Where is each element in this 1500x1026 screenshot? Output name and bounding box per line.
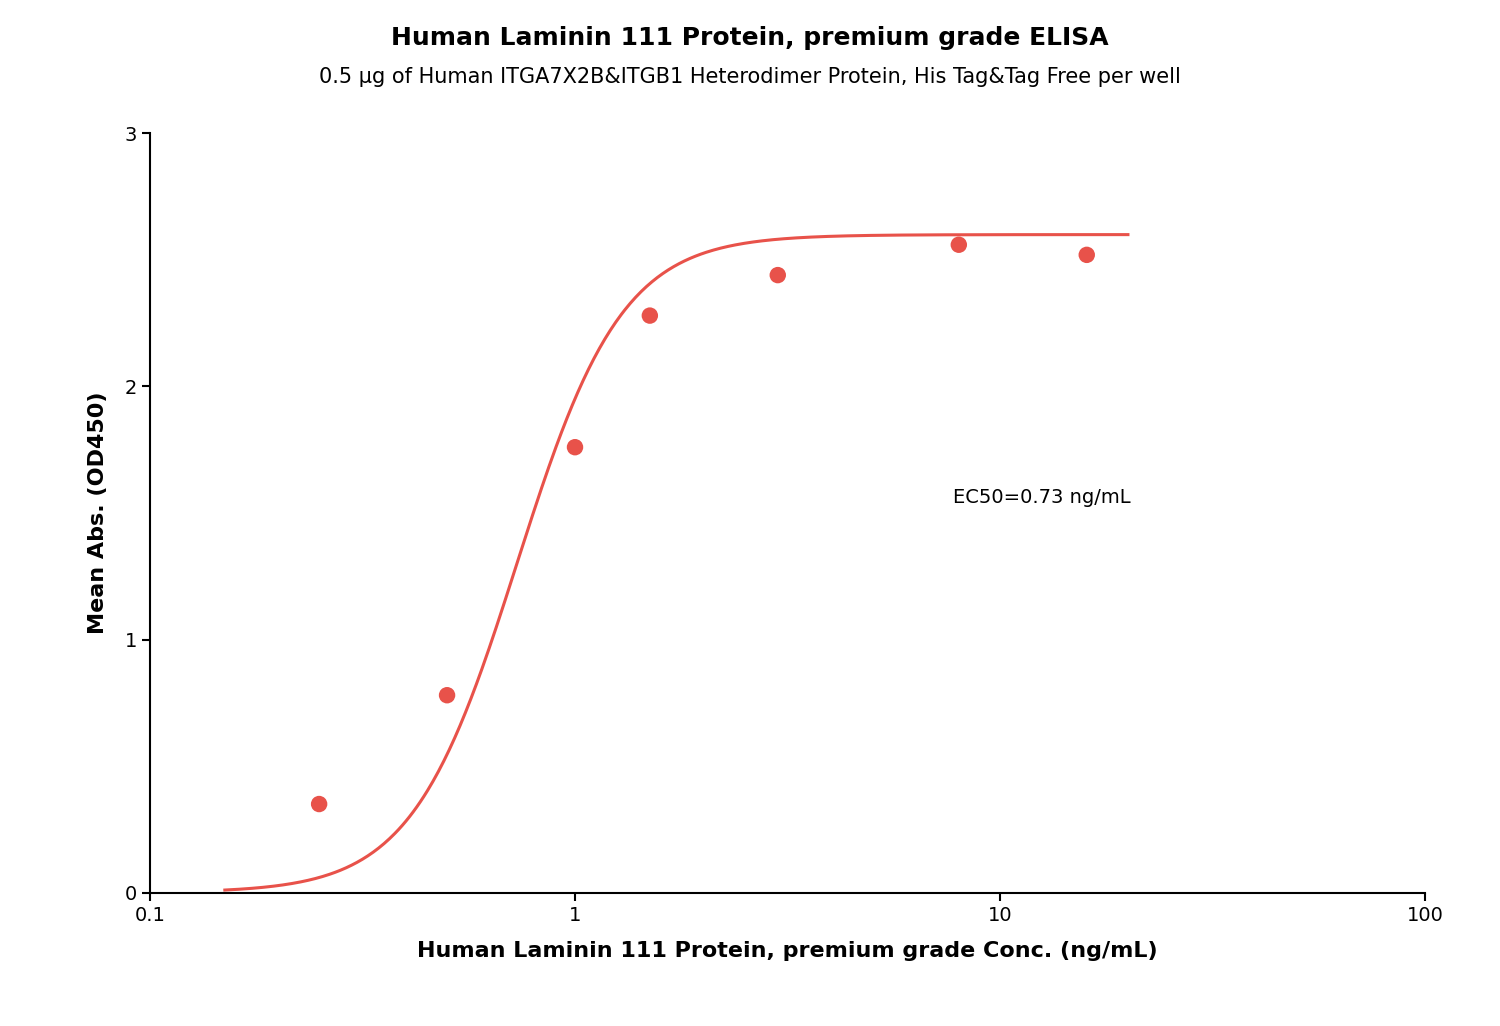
Point (435, 687, 459, 704)
Point (562, 439, 586, 456)
Point (946, 237, 970, 253)
Point (1076, 246, 1100, 263)
Y-axis label: Mean Abs. (OD450): Mean Abs. (OD450) (88, 392, 108, 634)
Text: Human Laminin 111 Protein, premium grade ELISA: Human Laminin 111 Protein, premium grade… (392, 26, 1108, 49)
Text: EC50=0.73 ng/mL: EC50=0.73 ng/mL (954, 488, 1131, 507)
Text: 0.5 μg of Human ITGA7X2B&ITGB1 Heterodimer Protein, His Tag&Tag Free per well: 0.5 μg of Human ITGA7X2B&ITGB1 Heterodim… (320, 67, 1180, 86)
Point (766, 267, 790, 283)
X-axis label: Human Laminin 111 Protein, premium grade Conc. (ng/mL): Human Laminin 111 Protein, premium grade… (417, 942, 1158, 961)
Point (308, 796, 332, 813)
Point (638, 308, 662, 324)
